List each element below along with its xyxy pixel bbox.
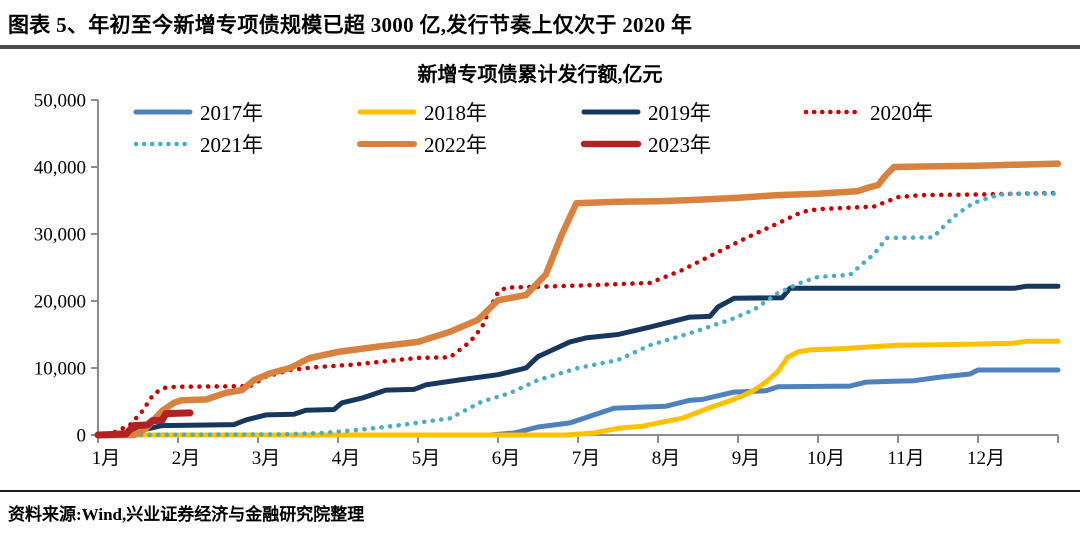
legend-swatch-2022年 [357,141,417,147]
legend-label: 2020年 [870,101,933,125]
y-axis-tick-label: 20,000 [34,292,86,313]
series-line-2018年 [95,338,1061,438]
legend-swatch-2020年 [803,109,863,115]
x-axis-tick-label: 7月 [572,448,601,469]
line-chart-canvas: 0 10,000 20,000 30,000 40,000 50,000 1月 2月 3月 4月 5… [34,91,1062,469]
series-line-2019年 [95,283,1061,438]
series-line-2021年 [95,191,1061,438]
series-line-2020年 [95,190,1061,438]
legend-item-2020年: 2020年 [802,100,933,125]
x-axis-tick-label: 12月 [967,448,1005,469]
legend-swatch-2017年 [133,109,193,115]
legend-label: 2023年 [648,133,711,157]
x-axis-tick-label: 10月 [807,448,845,469]
x-axis-tick-label: 5月 [412,448,441,469]
legend-swatch-2018年 [357,109,417,115]
x-axis-tick-label: 4月 [332,448,361,469]
x-axis-tick-label: 1月 [92,448,121,469]
legend-label: 2019年 [648,101,711,125]
legend-item-2023年: 2023年 [580,132,711,157]
x-axis-tick-label: 3月 [252,448,281,469]
legend-item-2019年: 2019年 [580,100,711,125]
legend-swatch-2023年 [580,140,642,148]
x-axis-tick-label: 11月 [887,448,924,469]
legend-swatch-2021年 [133,141,193,147]
legend-item-2021年: 2021年 [132,132,263,157]
y-axis-tick-label: 50,000 [34,91,86,112]
y-axis-tick-label: 10,000 [34,359,86,380]
legend-label: 2017年 [200,101,263,125]
footer-divider [0,490,1080,492]
x-axis-tick-label: 9月 [732,448,761,469]
y-axis-tick-label: 0 [77,426,87,447]
legend-label: 2021年 [200,133,263,157]
legend-swatch-2019年 [581,109,641,115]
legend-label: 2022年 [424,133,487,157]
data-source-note: 资料来源:Wind,兴业证券经济与金融研究院整理 [8,505,365,524]
figure-title: 图表 5、年初至今新增专项债规模已超 3000 亿,发行节奏上仅次于 2020 … [8,13,693,37]
y-axis-tick-label: 30,000 [34,225,86,246]
report-header: 图表 5、年初至今新增专项债规模已超 3000 亿,发行节奏上仅次于 2020 … [0,0,1080,49]
legend-item-2022年: 2022年 [356,132,487,157]
title-divider [0,45,1080,49]
series-line-2023年 [94,409,194,439]
chart: 0 10,000 20,000 30,000 40,000 50,000 1月 2月 3月 4月 5… [0,52,1080,474]
legend-item-2018年: 2018年 [356,100,487,125]
legend-item-2017年: 2017年 [132,100,263,125]
report-footer: 资料来源:Wind,兴业证券经济与金融研究院整理 [0,490,1080,525]
y-axis-tick-label: 40,000 [34,158,86,179]
x-axis-tick-label: 6月 [492,448,521,469]
x-axis-tick-label: 8月 [652,448,681,469]
series-line-2022年 [94,160,1062,439]
series-line-2017年 [95,367,1061,438]
x-axis-tick-label: 2月 [172,448,201,469]
legend-label: 2018年 [424,101,487,125]
chart-title: 新增专项债累计发行额,亿元 [417,64,663,86]
